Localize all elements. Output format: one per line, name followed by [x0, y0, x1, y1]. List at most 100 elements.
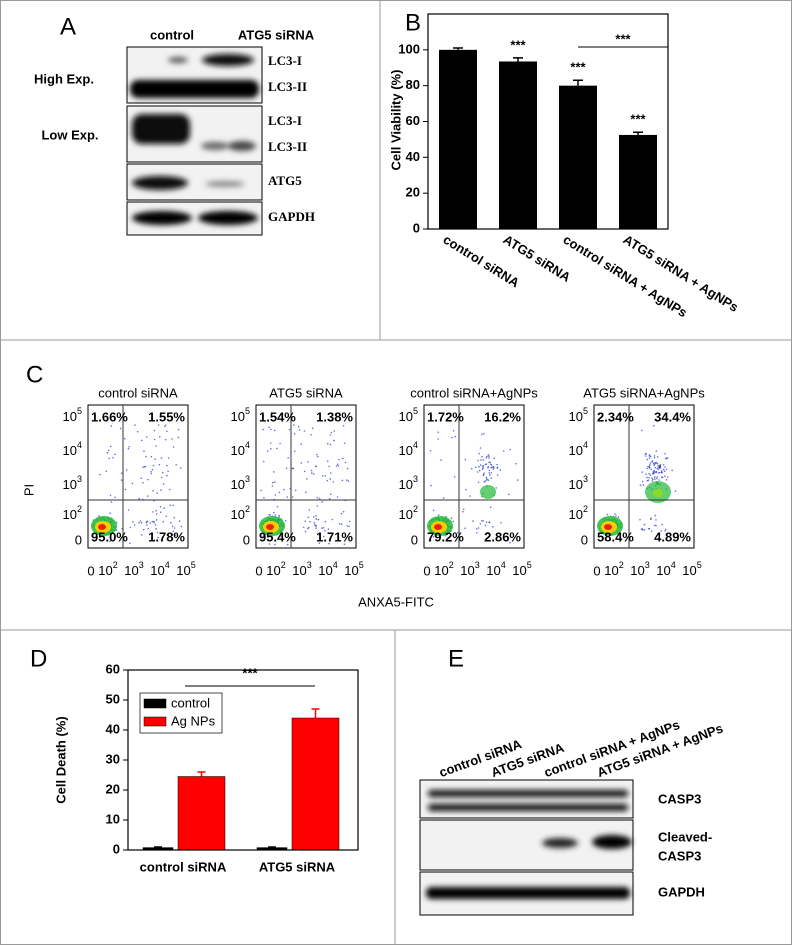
event-dot [440, 459, 442, 461]
event-dot [145, 455, 147, 458]
event-dot [348, 520, 351, 523]
event-dot [146, 436, 148, 438]
tick-label: 104 [399, 440, 418, 458]
event-dot [315, 518, 318, 520]
event-dot [304, 520, 307, 523]
event-dot [279, 535, 282, 537]
event-dot [160, 489, 162, 491]
event-dot [648, 455, 651, 457]
event-dot [274, 543, 276, 546]
event-dot [312, 473, 315, 475]
tick-base: 10 [460, 563, 474, 578]
tick-exponent: 4 [671, 560, 676, 570]
event-dot [648, 465, 651, 468]
y-tick-label: 20 [406, 185, 420, 200]
event-dot [129, 526, 132, 529]
event-dot [649, 455, 652, 458]
event-dot [646, 458, 648, 461]
event-dot [268, 543, 271, 545]
tick-label: 0 [243, 532, 250, 547]
event-dot [477, 481, 480, 484]
event-dot [112, 456, 114, 459]
panel-letter: B [405, 9, 421, 36]
event-dot [479, 523, 482, 525]
event-dot [285, 467, 288, 470]
tick-base: 10 [266, 563, 280, 578]
event-dot [158, 436, 161, 438]
event-dot [145, 521, 148, 524]
category-label: ATG5 siRNA [259, 859, 336, 874]
tick-base: 10 [231, 443, 245, 458]
event-dot [654, 478, 656, 480]
event-dot [509, 541, 511, 544]
tick-label: 103 [460, 560, 479, 578]
event-dot [329, 434, 332, 436]
event-dot [316, 497, 319, 499]
quadrant-percent: 1.55% [148, 409, 185, 424]
event-dot [666, 457, 668, 459]
tick-label: 0 [423, 563, 430, 578]
event-dot [340, 512, 343, 515]
event-dot [172, 504, 174, 507]
y-tick-label: 30 [106, 751, 120, 766]
tick-base: 10 [486, 563, 500, 578]
tick-exponent: 2 [449, 560, 454, 570]
event-dot [644, 453, 647, 455]
event-dot [175, 464, 177, 466]
event-dot [648, 467, 651, 469]
event-dot [615, 515, 617, 517]
tick-exponent: 2 [245, 504, 250, 514]
event-dot [146, 524, 148, 526]
event-dot [321, 527, 323, 529]
event-dot [476, 532, 478, 534]
event-dot [178, 520, 181, 522]
event-dot [162, 520, 165, 523]
tick-base: 10 [150, 563, 164, 578]
event-dot [270, 448, 272, 450]
band-label: Cleaved- [658, 829, 712, 844]
event-dot [155, 445, 157, 447]
quadrant-percent: 16.2% [484, 409, 521, 424]
event-dot [655, 519, 657, 521]
event-dot [153, 539, 156, 541]
event-dot [260, 489, 263, 492]
density [604, 524, 612, 530]
event-dot [614, 513, 616, 515]
quadrant-percent: 1.38% [316, 409, 353, 424]
event-dot [656, 476, 658, 478]
event-dot [495, 487, 498, 489]
event-dot [479, 464, 482, 466]
quadrant-percent: 79.2% [427, 529, 464, 544]
event-dot [177, 436, 180, 439]
tick-exponent: 3 [77, 474, 82, 484]
event-dot [335, 465, 338, 467]
event-dot [138, 497, 141, 500]
event-dot [486, 479, 488, 481]
event-dot [653, 470, 656, 473]
y-tick-label: 0 [413, 220, 420, 235]
tick-exponent: 4 [333, 560, 338, 570]
event-dot [665, 528, 667, 531]
event-dot [485, 521, 488, 523]
event-dot [432, 509, 435, 512]
event-dot [655, 462, 657, 464]
tick-label: 104 [486, 560, 505, 578]
event-dot [477, 471, 479, 473]
event-dot [314, 524, 316, 526]
plot-frame [87, 404, 189, 549]
event-dot [271, 485, 274, 487]
y-tick-label: 60 [406, 113, 420, 128]
event-dot [172, 446, 175, 448]
tick-label: 102 [434, 560, 453, 578]
event-dot [150, 472, 153, 475]
event-dot [645, 473, 647, 475]
event-dot [487, 531, 490, 534]
event-dot [150, 455, 153, 458]
tick-base: 10 [569, 409, 583, 424]
y-tick-label: 0 [113, 841, 120, 856]
event-dot [486, 531, 488, 534]
tick-exponent: 4 [501, 560, 506, 570]
event-dot [288, 428, 291, 431]
tick-label: 102 [231, 504, 250, 522]
event-dot [606, 513, 609, 516]
